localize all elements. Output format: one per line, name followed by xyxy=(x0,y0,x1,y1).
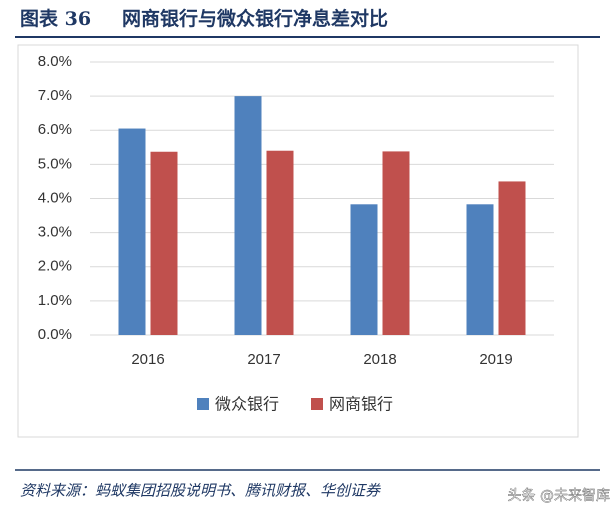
bar xyxy=(234,96,262,335)
y-tick-label: 8.0% xyxy=(38,53,72,70)
legend-label: 微众银行 xyxy=(215,395,279,414)
y-tick-label: 5.0% xyxy=(38,155,72,172)
x-tick-label: 2019 xyxy=(479,351,512,368)
y-tick-label: 7.0% xyxy=(38,87,72,104)
y-tick-label: 6.0% xyxy=(38,121,72,138)
bar xyxy=(118,128,146,335)
legend-swatch xyxy=(311,398,323,410)
y-tick-label: 3.0% xyxy=(38,224,72,241)
legend-swatch xyxy=(197,398,209,410)
y-tick-label: 0.0% xyxy=(38,326,72,343)
chart-title: 网商银行与微众银行净息差对比 xyxy=(122,7,388,30)
source-note: 资料来源：蚂蚁集团招股说明书、腾讯财报、华创证券 xyxy=(20,482,381,500)
figure-label: 图表 36 xyxy=(20,7,91,30)
x-tick-label: 2016 xyxy=(131,351,164,368)
bar xyxy=(350,204,378,335)
bar xyxy=(382,151,410,335)
bar xyxy=(466,204,494,335)
y-tick-label: 4.0% xyxy=(38,189,72,206)
bar xyxy=(266,150,294,335)
x-tick-label: 2017 xyxy=(247,351,280,368)
x-tick-label: 2018 xyxy=(363,351,396,368)
legend-label: 网商银行 xyxy=(329,395,393,414)
chart-frame xyxy=(17,44,579,438)
y-tick-label: 1.0% xyxy=(38,292,72,309)
bar xyxy=(498,181,526,335)
y-tick-label: 2.0% xyxy=(38,258,72,275)
bar xyxy=(150,151,178,335)
watermark: 头条 @未来智库 xyxy=(508,487,610,504)
